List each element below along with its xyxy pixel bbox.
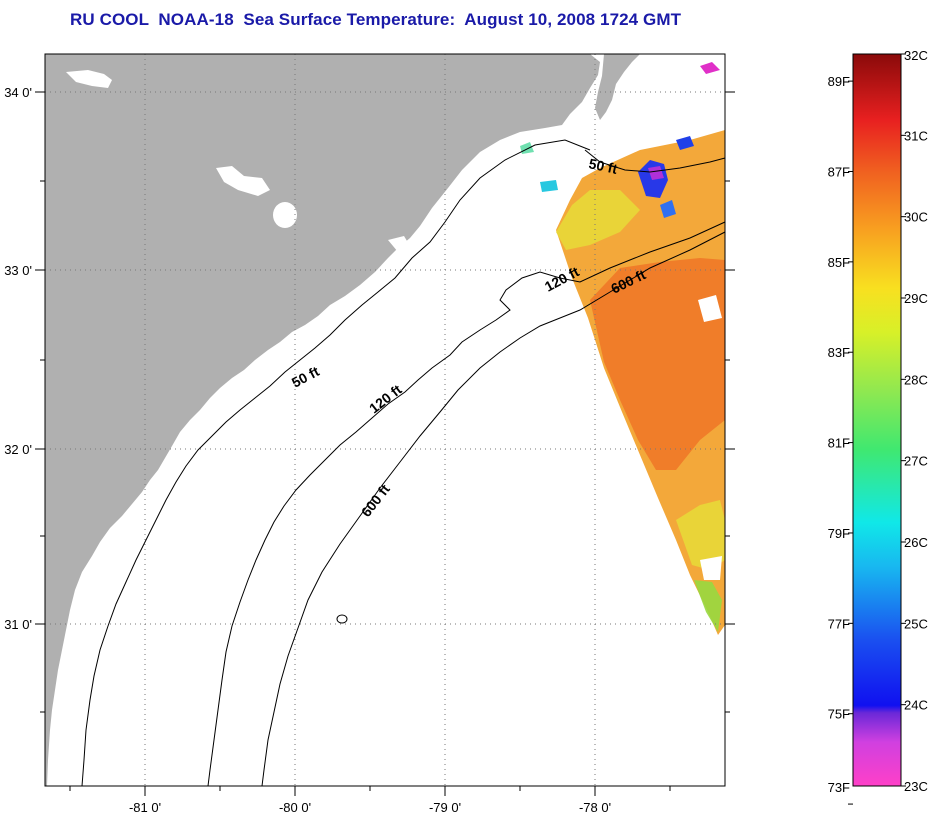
sst-patch-white <box>698 295 722 322</box>
sst-cool-patch-magenta <box>648 166 664 180</box>
lat-tick-label: 32 0' <box>4 442 32 457</box>
lat-tick-label: 31 0' <box>4 617 32 632</box>
colorbar-c-label: 24C <box>904 698 928 713</box>
land-cape-fear <box>595 54 640 120</box>
lake-3 <box>273 202 297 228</box>
contour-120ft <box>207 221 726 787</box>
colorbar-f-label: 81F <box>828 436 850 451</box>
colorbar-c-label: 25C <box>904 616 928 631</box>
lat-tick-label: 34 0' <box>4 85 32 100</box>
colorbar-c-label: 32C <box>904 48 928 63</box>
colorbar-f-label: 83F <box>828 345 850 360</box>
lake-2 <box>216 166 270 196</box>
sst-green-south <box>694 580 722 632</box>
colorbar-c-label: 28C <box>904 372 928 387</box>
label-50ft-north: 50 ft <box>587 155 619 177</box>
contour-50ft-north <box>584 149 726 173</box>
colorbar-f-label: 75F <box>828 707 850 722</box>
colorbar-c-label: 30C <box>904 210 928 225</box>
map-title: RU COOL NOAA-18 Sea Surface Temperature:… <box>70 10 682 29</box>
sst-blue-ne <box>676 136 694 150</box>
colorbar-c-label: 26C <box>904 535 928 550</box>
colorbar-fahrenheit-labels: 89F 87F 85F 83F 81F 79F 77F 75F 73F <box>828 74 853 805</box>
colorbar-f-label: 77F <box>828 616 850 631</box>
lon-tick-label: -79 0' <box>429 800 461 815</box>
sst-patch-white-2 <box>700 556 722 580</box>
colorbar-f-label: 89F <box>828 74 850 89</box>
map-ticks <box>35 91 735 796</box>
colorbar-c-label: 31C <box>904 128 928 143</box>
sst-yellow-north <box>556 190 640 250</box>
lake-4 <box>388 236 410 252</box>
lat-lon-grid <box>45 54 725 786</box>
land-mass <box>45 54 600 786</box>
colorbar-c-label: 29C <box>904 291 928 306</box>
sst-warm-core <box>590 258 725 470</box>
colorbar-f-label: 87F <box>828 164 850 179</box>
sst-yellow-south <box>676 500 725 570</box>
colorbar-f-label: 85F <box>828 255 850 270</box>
lon-tick-label: -80 0' <box>279 800 311 815</box>
colorbar-c-label: 23C <box>904 779 928 794</box>
colorbar-f-label: 79F <box>828 526 850 541</box>
sst-cyan-patch <box>540 180 558 192</box>
sst-cool-patch-2 <box>660 200 676 218</box>
colorbar <box>852 53 902 787</box>
sst-magenta-ne <box>700 62 720 74</box>
lat-tick-label: 33 0' <box>4 263 32 278</box>
colorbar-c-label: 27C <box>904 454 928 469</box>
lon-tick-label: -78 0' <box>579 800 611 815</box>
colorbar-celsius-labels: 32C 31C 30C 29C 28C 27C 26C 25C 24C 23C <box>901 48 928 794</box>
colorbar-f-label: 73F <box>828 780 850 795</box>
contour-50ft-coast <box>81 139 591 787</box>
contour-600ft <box>261 231 726 787</box>
map-border <box>44 53 726 787</box>
lake-1 <box>66 70 112 88</box>
lon-tick-label: -81 0' <box>129 800 161 815</box>
contour-600ft-seamount <box>336 614 348 624</box>
